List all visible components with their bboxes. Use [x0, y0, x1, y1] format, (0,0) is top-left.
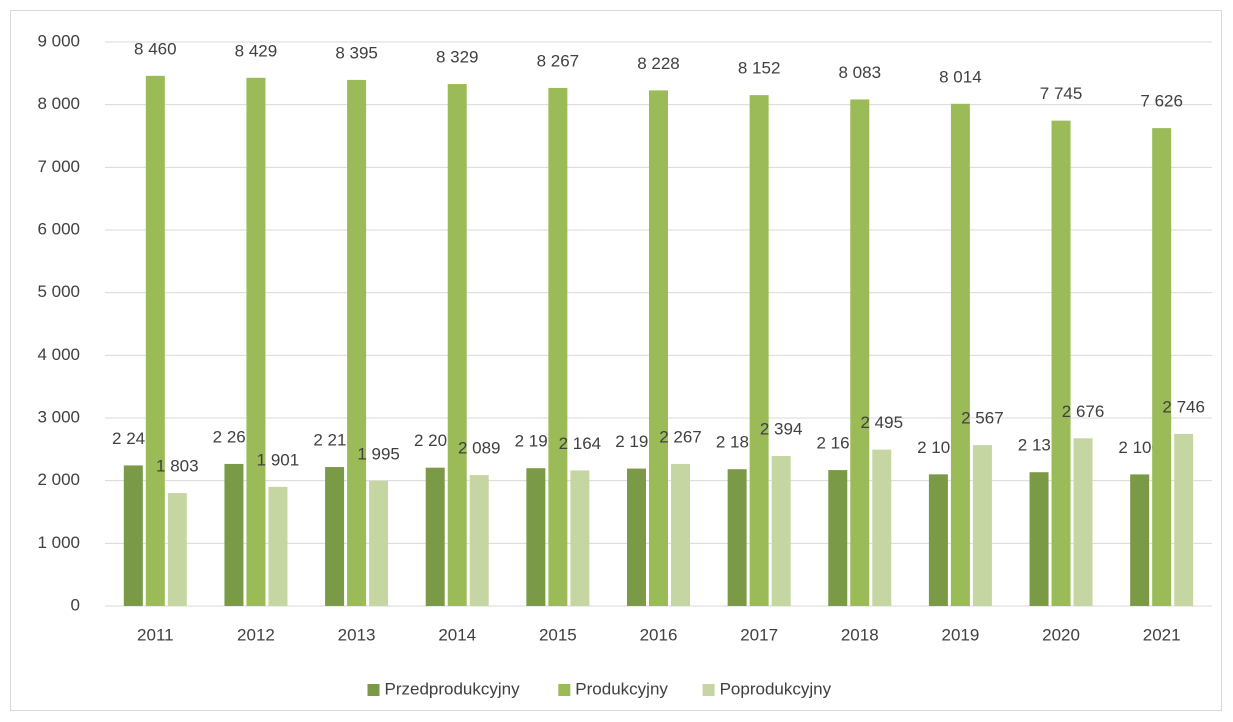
value-label: 2 746 — [1162, 397, 1205, 416]
bar — [325, 467, 345, 606]
value-label: 2 089 — [458, 439, 501, 458]
bar — [1152, 128, 1172, 606]
legend-label: Produkcyjny — [575, 679, 668, 698]
bar — [950, 103, 970, 606]
legend-swatch — [702, 684, 715, 696]
x-tick-label: 2018 — [841, 625, 879, 644]
bar — [928, 474, 948, 606]
bar — [1051, 120, 1071, 606]
bar — [447, 84, 467, 607]
bar — [570, 470, 590, 606]
value-label: 8 267 — [537, 51, 580, 70]
bar — [749, 95, 769, 607]
x-tick-label: 2020 — [1042, 625, 1080, 644]
value-label: 8 152 — [738, 59, 781, 78]
bar — [268, 486, 288, 606]
bar — [1073, 438, 1093, 606]
value-label: 7 626 — [1140, 92, 1183, 111]
value-label: 8 228 — [637, 54, 680, 73]
y-tick-label: 6 000 — [37, 219, 80, 238]
legend-swatch — [367, 684, 380, 696]
value-label: 8 429 — [235, 41, 278, 60]
bar — [369, 480, 389, 606]
value-label: 2 169 — [816, 434, 859, 453]
bar — [850, 99, 870, 606]
value-label: 2 164 — [559, 434, 602, 453]
value-label: 8 014 — [939, 67, 982, 86]
value-label: 2 101 — [917, 438, 960, 457]
chart-border — [10, 10, 1222, 711]
bar — [1174, 433, 1194, 606]
value-label: 8 083 — [838, 63, 881, 82]
value-label: 2 676 — [1062, 402, 1105, 421]
value-label: 2 267 — [659, 427, 702, 446]
bar — [727, 469, 747, 606]
x-tick-label: 2019 — [941, 625, 979, 644]
bar — [145, 75, 165, 607]
value-label: 8 329 — [436, 48, 479, 67]
value-label: 7 745 — [1040, 84, 1083, 103]
bar — [1130, 474, 1150, 606]
legend-swatch — [558, 684, 571, 696]
y-tick-label: 7 000 — [37, 157, 80, 176]
bar — [526, 468, 546, 606]
value-label: 2 100 — [1118, 438, 1161, 457]
y-tick-label: 9 000 — [37, 31, 80, 50]
x-tick-label: 2015 — [539, 625, 577, 644]
bar — [469, 475, 489, 606]
value-label: 1 995 — [357, 444, 400, 463]
value-label: 2 207 — [414, 431, 457, 450]
bar — [246, 77, 266, 607]
bar — [649, 90, 668, 607]
y-tick-label: 2 000 — [37, 470, 80, 489]
value-label: 2 217 — [313, 431, 356, 450]
bar — [123, 465, 143, 606]
bar — [1029, 472, 1049, 606]
bar — [671, 463, 690, 606]
value-label: 2 394 — [760, 419, 803, 438]
x-tick-label: 2021 — [1143, 625, 1181, 644]
value-label: 2 495 — [860, 413, 903, 432]
legend-label: Przedprodukcyjny — [385, 679, 521, 698]
value-label: 2 267 — [213, 427, 256, 446]
bar — [828, 470, 848, 606]
value-label: 8 460 — [134, 39, 177, 58]
bar — [627, 468, 646, 606]
bar — [548, 87, 568, 606]
x-tick-label: 2011 — [137, 625, 174, 644]
bar — [347, 79, 367, 606]
bar — [167, 493, 187, 606]
x-tick-label: 2016 — [640, 625, 678, 644]
legend-label: Poprodukcyjny — [720, 679, 832, 698]
y-tick-label: 5 000 — [37, 282, 80, 301]
value-label: 2 243 — [112, 429, 155, 448]
y-tick-label: 3 000 — [37, 407, 80, 426]
bar — [972, 445, 992, 606]
x-tick-label: 2014 — [438, 625, 476, 644]
bar — [872, 449, 892, 606]
value-label: 1 901 — [257, 450, 300, 469]
y-tick-label: 0 — [71, 595, 80, 614]
x-tick-label: 2017 — [740, 625, 778, 644]
bar — [425, 467, 445, 606]
x-tick-label: 2013 — [338, 625, 376, 644]
value-label: 2 193 — [615, 432, 658, 451]
value-label: 1 803 — [156, 456, 199, 475]
value-label: 2 199 — [515, 432, 558, 451]
value-label: 2 183 — [716, 433, 759, 452]
value-label: 8 395 — [335, 43, 378, 62]
x-tick-label: 2012 — [237, 625, 275, 644]
y-tick-label: 4 000 — [37, 345, 80, 364]
value-label: 2 567 — [961, 409, 1004, 428]
y-tick-label: 1 000 — [37, 533, 80, 552]
value-label: 2 135 — [1018, 436, 1061, 455]
bar — [771, 455, 791, 606]
bar — [224, 463, 244, 606]
y-tick-label: 8 000 — [37, 94, 80, 113]
